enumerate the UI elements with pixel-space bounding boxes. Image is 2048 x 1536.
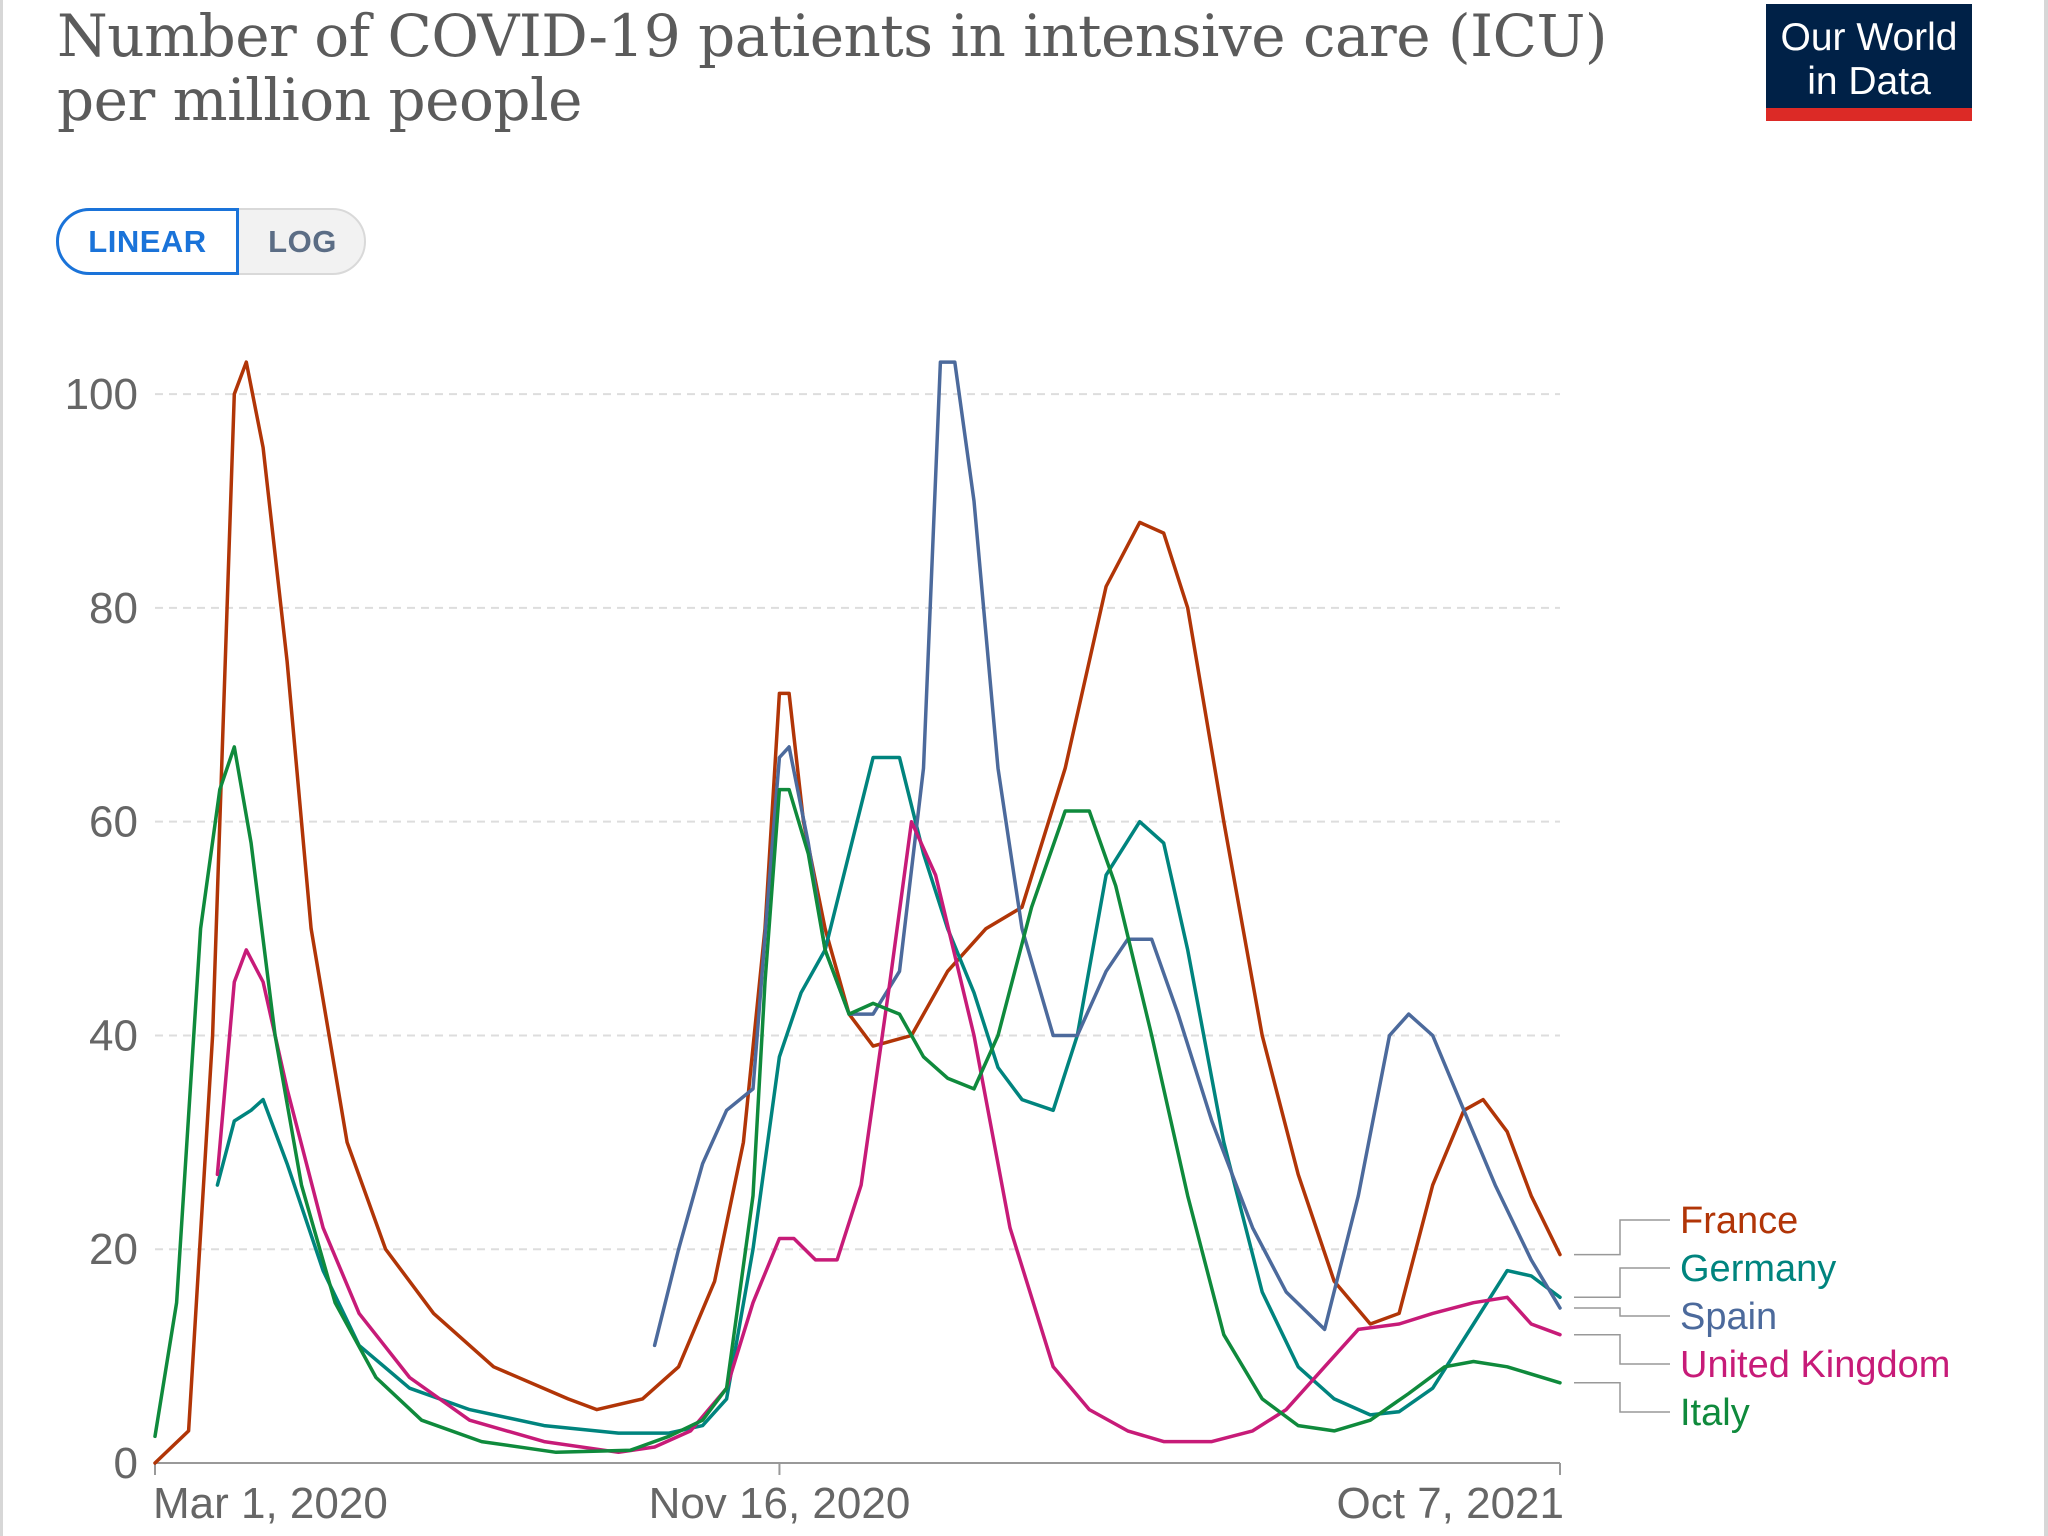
scale-toggle: LINEAR LOG — [56, 208, 366, 275]
y-tick-label-100: 100 — [65, 370, 138, 419]
legend-label-italy[interactable]: Italy — [1680, 1392, 1750, 1434]
chart-title-line-2: per million people — [57, 66, 582, 134]
series-line-italy[interactable] — [153, 745, 1562, 1455]
legend-label-spain[interactable]: Spain — [1680, 1296, 1777, 1338]
y-tick-label-60: 60 — [89, 798, 138, 847]
grid-lines: 0 20 40 60 80 100 — [65, 370, 1560, 1488]
legend-label-germany[interactable]: Germany — [1680, 1248, 1836, 1290]
series-line-france[interactable] — [153, 360, 1562, 1465]
y-tick-label-80: 80 — [89, 584, 138, 633]
chart-title: Number of COVID-19 patients in intensive… — [57, 4, 1677, 132]
chart-title-line-1: Number of COVID-19 patients in intensive… — [57, 2, 1607, 70]
legend-connector-germany — [1574, 1267, 1670, 1299]
x-tick-label-1: Nov 16, 2020 — [649, 1479, 911, 1528]
our-world-in-data-logo[interactable]: Our World in Data — [1766, 4, 1972, 121]
frame-border-left — [0, 0, 3, 1536]
logo-line-2: in Data — [1807, 60, 1931, 103]
legend-label-france[interactable]: France — [1680, 1200, 1798, 1242]
series-lines — [153, 360, 1562, 1465]
series-line-united-kingdom[interactable] — [215, 819, 1562, 1455]
frame-border-right — [2044, 0, 2048, 1536]
legend-label-united-kingdom[interactable]: United Kingdom — [1680, 1344, 1950, 1386]
legend-connector-united-kingdom — [1574, 1333, 1670, 1365]
log-scale-button[interactable]: LOG — [268, 224, 337, 259]
series-line-spain[interactable] — [652, 360, 1562, 1348]
y-tick-label-20: 20 — [89, 1225, 138, 1274]
linear-scale-button[interactable]: LINEAR — [56, 208, 239, 275]
legend-connector-italy — [1574, 1382, 1670, 1413]
y-tick-label-40: 40 — [89, 1011, 138, 1060]
legend-connector-spain — [1574, 1307, 1670, 1317]
x-tick-label-0: Mar 1, 2020 — [153, 1479, 388, 1528]
x-axis: Mar 1, 2020 Nov 16, 2020 Oct 7, 2021 — [153, 1462, 1564, 1528]
y-tick-label-0: 0 — [114, 1439, 138, 1488]
series-line-germany[interactable] — [215, 755, 1562, 1435]
x-tick-label-2: Oct 7, 2021 — [1337, 1479, 1564, 1528]
legend-connector-france — [1574, 1219, 1670, 1256]
logo-line-1: Our World — [1780, 16, 1958, 59]
legend: France Germany Spain United Kingdom Italy — [1574, 1200, 1950, 1434]
